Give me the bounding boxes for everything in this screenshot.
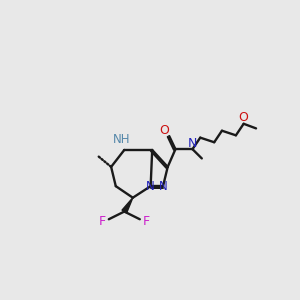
Text: N: N: [159, 180, 167, 193]
Text: F: F: [142, 215, 150, 228]
Text: F: F: [99, 215, 106, 228]
Text: N: N: [188, 136, 197, 149]
Text: O: O: [239, 111, 249, 124]
Text: N: N: [146, 180, 155, 193]
Polygon shape: [122, 198, 133, 213]
Text: NH: NH: [112, 133, 130, 146]
Text: O: O: [160, 124, 170, 137]
